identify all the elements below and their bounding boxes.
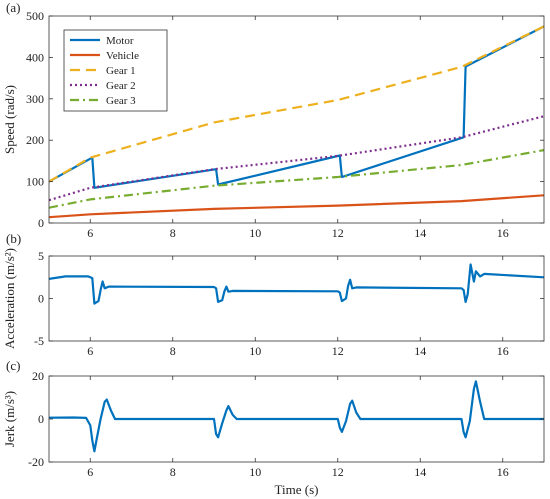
y-tick-label: -5 [34,334,44,348]
panel-1: 6 8 10 12 14 16 0 100 200 300 400 500 (a) Speed (rad/… [2,0,545,240]
y-tick-label: 0 [38,216,44,230]
x-tick-label: 6 [87,465,93,479]
series-line-p3 [49,380,544,453]
y-tick-label: 0 [38,412,44,426]
y-tick-label: 20 [32,369,44,383]
x-tick-label: 10 [249,226,261,240]
x-tick-label: 14 [414,226,426,240]
panel-2: 6 8 10 12 14 16 -5 0 5 (b) Acceleration (m/s²) [2,231,545,358]
x-tick-label: 10 [249,465,261,479]
series-line-vehicle [49,194,544,219]
y-tick-label: 5 [38,249,44,263]
x-axis-label: Time (s) [275,482,319,497]
y-tick-label: 500 [26,9,44,23]
y-axis-label: Acceleration (m/s²) [2,248,17,349]
x-tick-label: 14 [414,344,426,358]
x-tick-label: 16 [497,226,509,240]
panel-label: (b) [6,231,21,246]
x-tick-label: 12 [332,344,344,358]
y-tick-label: 300 [26,92,44,106]
legend-label: Gear 3 [106,95,136,107]
series-line-p2 [49,263,544,305]
y-tick-label: -20 [28,455,44,469]
series-line-gear-3 [49,149,544,209]
x-tick-label: 6 [87,344,93,358]
legend-label: Vehicle [106,50,139,62]
panel-3: 6 8 10 12 14 16 -20 0 20 (c) Jerk (m/s³) Time (s) [2,358,545,497]
y-tick-label: 100 [26,175,44,189]
legend: Motor Vehicle Gear 1 Gear 2 Gear 3 [63,29,168,112]
series-line-gear-1 [49,25,544,183]
axes-box [48,15,545,224]
x-tick-label: 6 [87,226,93,240]
legend-label: Gear 1 [106,65,136,77]
series-line-gear-2 [49,115,544,202]
panel-label: (a) [6,0,20,15]
series-line-motor [49,25,544,189]
x-tick-label: 10 [249,344,261,358]
panel-label: (c) [6,358,20,373]
x-tick-label: 16 [497,465,509,479]
x-tick-label: 8 [170,465,176,479]
legend-label: Gear 2 [106,80,136,92]
x-tick-label: 16 [497,344,509,358]
x-tick-label: 8 [170,344,176,358]
legend-label: Motor [106,35,134,47]
y-axis-label: Jerk (m/s³) [2,391,17,447]
y-tick-label: 400 [26,50,44,64]
x-tick-label: 12 [332,226,344,240]
y-tick-label: 0 [38,292,44,306]
y-tick-label: 200 [26,133,44,147]
x-tick-label: 12 [332,465,344,479]
y-axis-label: Speed (rad/s) [2,85,17,154]
x-tick-label: 14 [414,465,426,479]
x-tick-label: 8 [170,226,176,240]
